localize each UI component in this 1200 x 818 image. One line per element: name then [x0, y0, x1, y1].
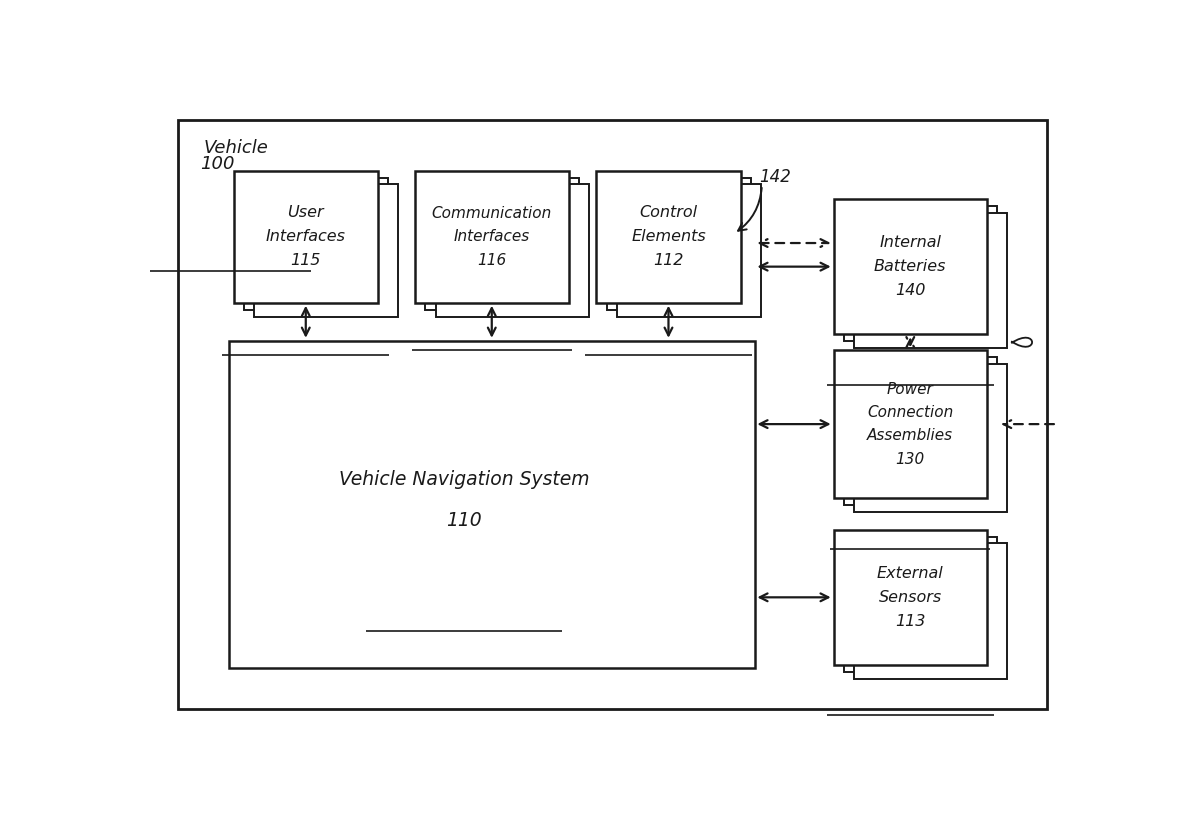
- Bar: [854, 364, 1008, 512]
- Bar: [854, 543, 1008, 679]
- Text: 100: 100: [199, 155, 234, 173]
- Text: Connection: Connection: [868, 405, 953, 420]
- Text: Vehicle Navigation System: Vehicle Navigation System: [338, 470, 589, 488]
- Text: Interfaces: Interfaces: [265, 229, 346, 245]
- Bar: [854, 213, 1008, 348]
- Text: Communication: Communication: [432, 206, 552, 221]
- Text: 115: 115: [290, 253, 320, 268]
- Bar: [844, 537, 997, 672]
- Text: 112: 112: [653, 253, 684, 268]
- Text: Assemblies: Assemblies: [868, 429, 953, 443]
- Text: Control: Control: [640, 205, 697, 220]
- Bar: [834, 529, 986, 665]
- Bar: [254, 184, 398, 317]
- Text: Batteries: Batteries: [874, 259, 947, 274]
- Bar: [229, 340, 755, 668]
- Text: 116: 116: [478, 253, 506, 267]
- Bar: [844, 357, 997, 505]
- Text: Interfaces: Interfaces: [454, 229, 530, 245]
- Text: Sensors: Sensors: [878, 590, 942, 605]
- Bar: [607, 178, 751, 310]
- Text: Power: Power: [887, 382, 934, 397]
- Bar: [415, 171, 569, 303]
- Text: 140: 140: [895, 283, 925, 298]
- Bar: [244, 178, 388, 310]
- Bar: [834, 199, 986, 335]
- Text: Elements: Elements: [631, 229, 706, 245]
- Bar: [844, 206, 997, 341]
- Bar: [425, 178, 578, 310]
- Bar: [596, 171, 740, 303]
- Text: 142: 142: [760, 168, 791, 186]
- Bar: [436, 184, 589, 317]
- Text: Internal: Internal: [880, 236, 941, 250]
- Bar: [834, 350, 986, 498]
- Text: Vehicle: Vehicle: [204, 139, 269, 157]
- Text: External: External: [877, 566, 943, 581]
- Text: 130: 130: [895, 452, 925, 466]
- Text: 110: 110: [446, 510, 481, 530]
- Text: 113: 113: [895, 614, 925, 629]
- Bar: [617, 184, 761, 317]
- Bar: [234, 171, 378, 303]
- Text: User: User: [288, 205, 324, 220]
